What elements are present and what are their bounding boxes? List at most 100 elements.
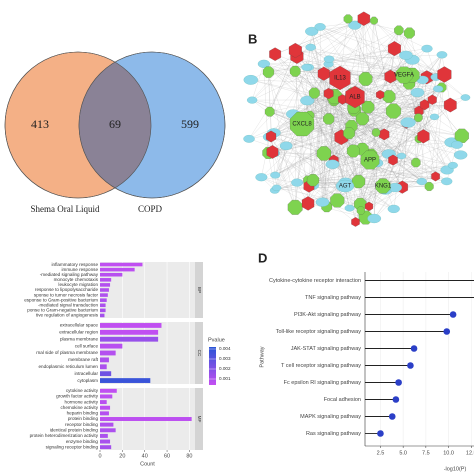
node bbox=[360, 150, 380, 170]
category-label: heparin binding bbox=[67, 411, 99, 416]
node bbox=[367, 213, 382, 224]
node bbox=[335, 179, 355, 193]
node bbox=[317, 66, 330, 81]
node bbox=[316, 146, 332, 161]
category-label: tive regulation of angiogenesis bbox=[36, 313, 99, 318]
edge bbox=[309, 115, 359, 182]
node bbox=[396, 152, 407, 160]
node-label: ALB bbox=[349, 95, 360, 101]
bar bbox=[100, 343, 123, 349]
node bbox=[257, 59, 270, 68]
bar bbox=[100, 329, 159, 335]
category-label: protein binding bbox=[68, 416, 99, 421]
lollipop-dot bbox=[377, 430, 384, 437]
node bbox=[325, 159, 340, 169]
category-label: Cytokine-cytokine receptor interaction bbox=[269, 278, 361, 284]
bar bbox=[100, 439, 111, 444]
node bbox=[305, 26, 319, 36]
edge bbox=[295, 50, 413, 60]
node bbox=[395, 66, 413, 84]
venn-panel: 413 69 599 Shema Oral Liquid COPD bbox=[4, 51, 226, 214]
category-label: inflammatory response bbox=[52, 262, 99, 267]
node bbox=[266, 130, 277, 143]
x-tick-label: 40 bbox=[142, 453, 148, 459]
category-label: Toll-like receptor signaling pathway bbox=[276, 329, 362, 335]
facet-strip bbox=[195, 388, 203, 450]
node bbox=[388, 41, 401, 57]
edge bbox=[308, 67, 447, 182]
bar bbox=[100, 417, 192, 421]
edge bbox=[374, 135, 462, 219]
edge bbox=[426, 48, 437, 78]
facet-strip bbox=[195, 322, 203, 384]
edge bbox=[320, 26, 435, 117]
edge bbox=[275, 93, 315, 176]
edge bbox=[275, 87, 442, 176]
bar bbox=[100, 400, 107, 405]
node bbox=[246, 96, 258, 104]
category-label: chemokine activity bbox=[60, 405, 98, 410]
node bbox=[365, 201, 373, 212]
edge bbox=[354, 25, 369, 108]
category-label: extracellular space bbox=[60, 323, 99, 328]
node bbox=[343, 127, 355, 139]
bar bbox=[100, 313, 105, 318]
edge bbox=[274, 96, 335, 191]
edge bbox=[409, 83, 453, 166]
node bbox=[309, 87, 320, 99]
node bbox=[301, 196, 315, 211]
node bbox=[437, 66, 452, 83]
edge bbox=[392, 159, 422, 182]
marks bbox=[365, 280, 474, 437]
edge bbox=[354, 25, 419, 118]
node bbox=[288, 42, 302, 58]
bar bbox=[100, 350, 116, 356]
bar bbox=[100, 267, 135, 272]
category-label: Fc epsilon RI signaling pathway bbox=[284, 380, 362, 386]
node bbox=[352, 175, 366, 189]
node bbox=[454, 128, 469, 143]
node bbox=[301, 63, 312, 71]
edge bbox=[308, 93, 315, 187]
venn-set-label: COPD bbox=[138, 204, 163, 214]
edge bbox=[268, 63, 329, 153]
category-label: intracellular bbox=[75, 371, 99, 376]
node bbox=[305, 43, 316, 51]
category-label: T cell receptor signaling pathway bbox=[281, 363, 361, 369]
node bbox=[314, 23, 326, 31]
legend-title: Pvalue bbox=[208, 337, 225, 343]
bar bbox=[100, 303, 106, 308]
edge bbox=[398, 30, 427, 78]
edge bbox=[390, 76, 448, 171]
node bbox=[300, 95, 315, 106]
lollipop-dot bbox=[410, 345, 418, 352]
x-tick-label: 60 bbox=[164, 453, 170, 459]
node bbox=[343, 14, 353, 24]
edge bbox=[365, 122, 409, 218]
lollipop-dot bbox=[443, 328, 451, 335]
bar bbox=[100, 357, 109, 363]
node bbox=[372, 128, 381, 137]
node bbox=[453, 150, 468, 160]
bar bbox=[100, 298, 107, 302]
bar bbox=[100, 394, 113, 399]
bar bbox=[100, 422, 114, 427]
category-label: membrane raft bbox=[68, 357, 99, 362]
node bbox=[345, 85, 365, 109]
category-label: growth factor activity bbox=[56, 394, 99, 399]
edge bbox=[269, 136, 310, 187]
category-label: cell surface bbox=[75, 343, 99, 348]
x-axis-label: -log10(P) bbox=[444, 466, 467, 472]
bar bbox=[100, 288, 109, 292]
edge bbox=[320, 26, 395, 49]
venn-overlap bbox=[79, 52, 151, 198]
node bbox=[436, 51, 448, 59]
edge bbox=[269, 111, 363, 150]
facet-label: BP bbox=[197, 287, 202, 293]
node bbox=[351, 217, 360, 227]
edge bbox=[320, 26, 445, 75]
colorbar bbox=[209, 347, 216, 385]
node bbox=[291, 178, 304, 187]
node-label: IL13 bbox=[334, 76, 346, 82]
edge bbox=[276, 187, 338, 201]
